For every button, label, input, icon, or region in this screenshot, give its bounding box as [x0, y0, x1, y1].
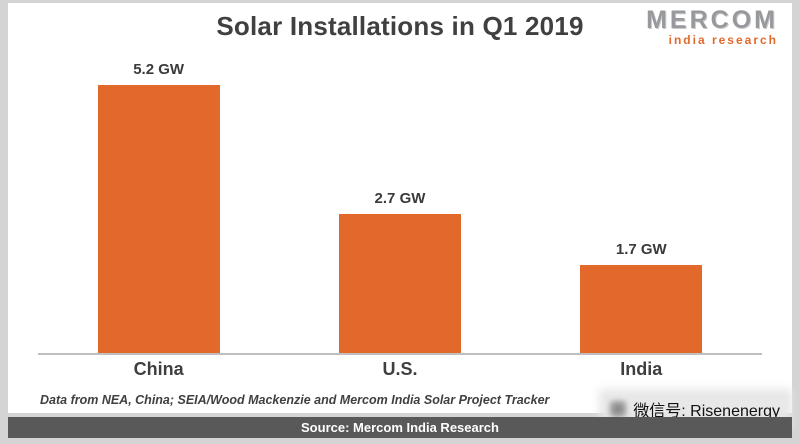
bar-china	[97, 85, 220, 353]
category-label-india: India	[620, 359, 663, 379]
bar-column-china: 5.2 GW	[39, 51, 278, 353]
source-bar: Source: Mercom India Research	[8, 417, 792, 438]
bar-chart-plot-area: 5.2 GW 2.7 GW 1.7 GW	[38, 51, 762, 355]
bar-value-label-us: 2.7 GW	[374, 190, 426, 207]
mercom-logo: MERCOM india research	[646, 7, 778, 47]
chart-title: Solar Installations in Q1 2019	[216, 11, 584, 41]
wechat-blurred-icon	[609, 400, 628, 418]
source-bar-text: Source: Mercom India Research	[301, 420, 499, 435]
bar-us	[338, 214, 461, 353]
data-source-footnote: Data from NEA, China; SEIA/Wood Mackenzi…	[40, 393, 550, 407]
bar-column-us: 2.7 GW	[281, 51, 520, 353]
x-axis-category-labels: China U.S. India	[38, 359, 762, 380]
bar-value-label-china: 5.2 GW	[133, 61, 185, 78]
category-label-us: U.S.	[382, 359, 418, 379]
bar-india	[580, 265, 703, 353]
bar-value-label-india: 1.7 GW	[615, 241, 667, 258]
mercom-logo-subtitle: india research	[668, 33, 778, 48]
mercom-logo-name: MERCOM	[646, 6, 778, 34]
chart-panel: Solar Installations in Q1 2019 MERCOM in…	[8, 3, 792, 413]
watermark-text: 微信号: Risenenergy	[633, 403, 780, 420]
category-label-china: China	[133, 359, 184, 379]
bar-column-india: 1.7 GW	[522, 51, 761, 353]
